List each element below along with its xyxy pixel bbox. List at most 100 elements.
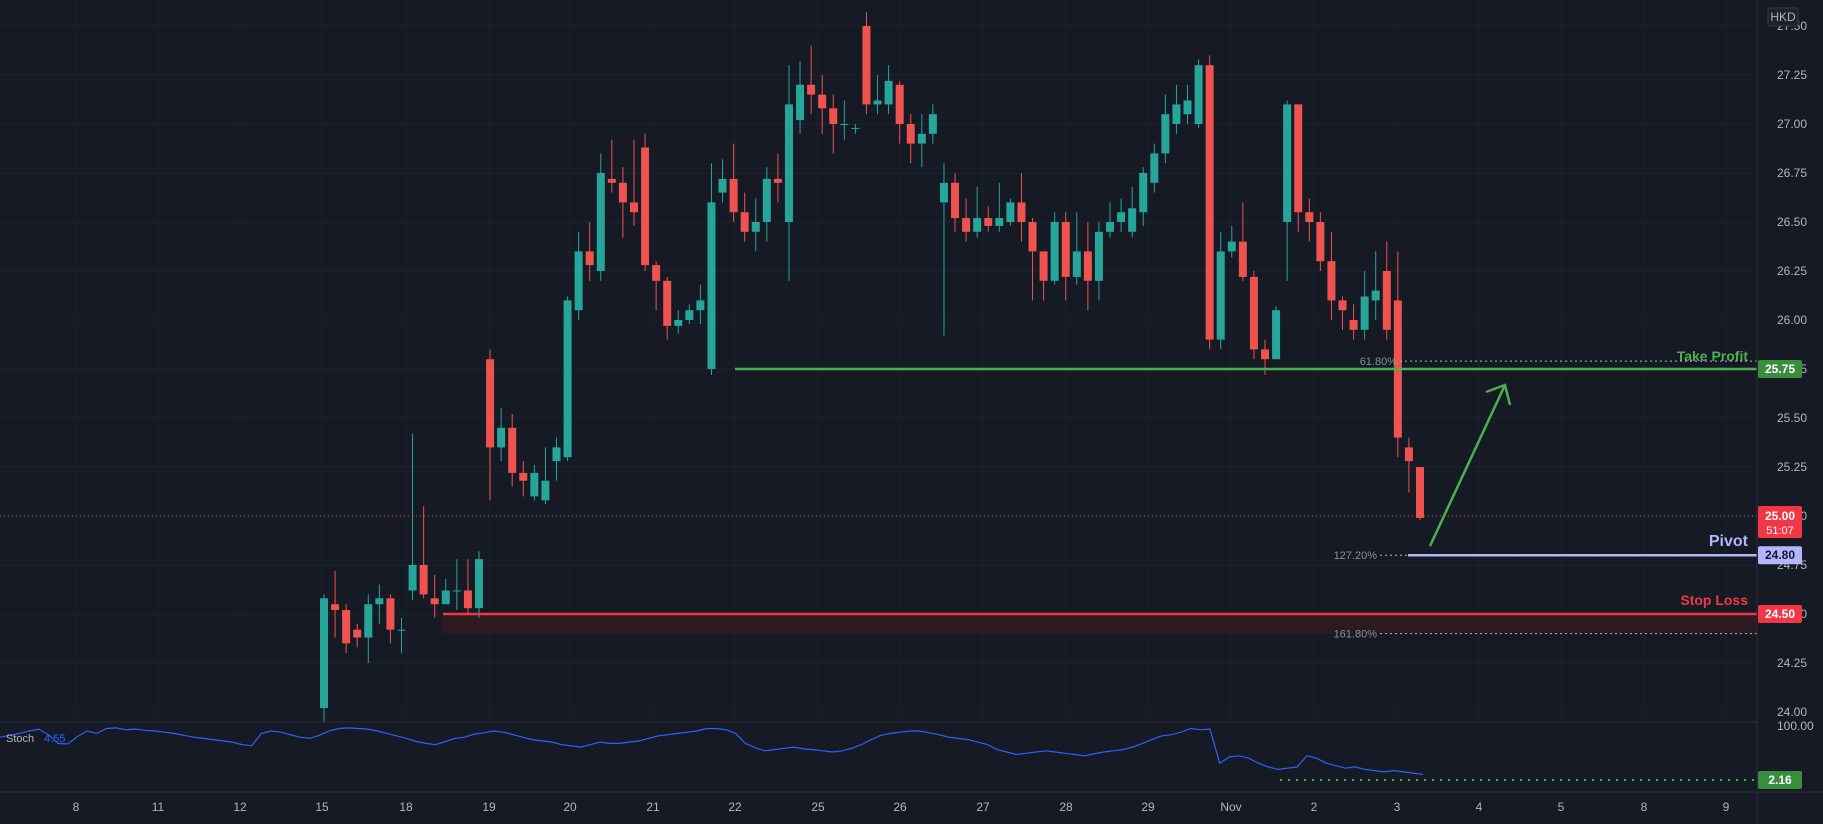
- candle[interactable]: [1172, 84, 1181, 134]
- candle[interactable]: [1194, 59, 1203, 128]
- candle[interactable]: [1305, 198, 1314, 242]
- candle[interactable]: [884, 65, 893, 115]
- fib-level[interactable]: 127.20%: [1334, 550, 1757, 562]
- candle[interactable]: [773, 153, 782, 203]
- candle[interactable]: [397, 617, 406, 654]
- candle[interactable]: [519, 461, 528, 497]
- candle[interactable]: [729, 143, 738, 222]
- candle[interactable]: [375, 584, 384, 624]
- candle[interactable]: [1028, 218, 1037, 301]
- candle[interactable]: [585, 222, 594, 281]
- fib-level[interactable]: 161.80%: [1334, 629, 1757, 641]
- candle[interactable]: [486, 349, 495, 501]
- candle[interactable]: [607, 139, 616, 193]
- candle[interactable]: [951, 173, 960, 232]
- candle[interactable]: [1072, 212, 1081, 285]
- candle[interactable]: [1128, 186, 1137, 238]
- candle[interactable]: [574, 231, 583, 320]
- candle[interactable]: [364, 594, 373, 663]
- candle[interactable]: [1161, 94, 1170, 164]
- candle[interactable]: [1283, 100, 1292, 281]
- candle[interactable]: [818, 75, 827, 134]
- candle[interactable]: [984, 206, 993, 232]
- candle[interactable]: [1050, 212, 1059, 285]
- candle[interactable]: [1061, 212, 1070, 301]
- candle[interactable]: [1183, 84, 1192, 124]
- fib-level[interactable]: 61.80%: [1360, 356, 1757, 368]
- candle[interactable]: [740, 192, 749, 242]
- candle[interactable]: [596, 153, 605, 281]
- candle[interactable]: [1150, 143, 1159, 193]
- candle[interactable]: [386, 594, 395, 644]
- candle[interactable]: [1205, 55, 1214, 350]
- candle[interactable]: [441, 578, 450, 605]
- candle[interactable]: [1238, 202, 1247, 281]
- candle[interactable]: [1106, 202, 1115, 238]
- fib-levels[interactable]: 61.80% 127.20% 161.80%: [1334, 356, 1757, 641]
- candle[interactable]: [474, 551, 483, 618]
- candle[interactable]: [508, 414, 517, 487]
- candle[interactable]: [1338, 296, 1347, 330]
- candle[interactable]: [1416, 467, 1424, 520]
- candle[interactable]: [796, 61, 805, 134]
- candle[interactable]: [320, 594, 328, 722]
- candle[interactable]: [331, 570, 340, 638]
- candle[interactable]: [342, 604, 351, 654]
- candle[interactable]: [829, 94, 838, 154]
- candle[interactable]: [784, 65, 793, 281]
- candle[interactable]: [962, 198, 971, 242]
- candle[interactable]: [707, 163, 716, 375]
- candle[interactable]: [674, 310, 683, 334]
- candle[interactable]: [353, 623, 362, 648]
- candle[interactable]: [1083, 222, 1092, 311]
- candle[interactable]: [1006, 198, 1015, 226]
- candle[interactable]: [1039, 251, 1048, 301]
- candle[interactable]: [1272, 306, 1281, 360]
- candle[interactable]: [618, 167, 627, 238]
- candle[interactable]: [1382, 241, 1391, 340]
- candle[interactable]: [1017, 173, 1026, 242]
- candle[interactable]: [1316, 212, 1325, 271]
- candle[interactable]: [873, 75, 882, 115]
- candle[interactable]: [530, 465, 539, 501]
- candle[interactable]: [807, 45, 816, 115]
- candle[interactable]: [497, 408, 506, 462]
- candle[interactable]: [663, 276, 672, 340]
- candle[interactable]: [1360, 271, 1369, 340]
- candle[interactable]: [851, 124, 860, 134]
- candle[interactable]: [1227, 225, 1236, 258]
- candle[interactable]: [1371, 251, 1380, 320]
- candle[interactable]: [541, 447, 550, 505]
- candle[interactable]: [895, 80, 904, 144]
- candle[interactable]: [751, 198, 760, 252]
- candle[interactable]: [1327, 231, 1336, 320]
- candle[interactable]: [685, 304, 694, 324]
- candle[interactable]: [452, 559, 461, 611]
- candle[interactable]: [1117, 198, 1126, 232]
- price-levels[interactable]: Take Profit Pivot Stop Loss: [0, 348, 1757, 616]
- candle[interactable]: [408, 433, 417, 601]
- candle[interactable]: [906, 114, 915, 164]
- candle[interactable]: [1139, 167, 1148, 226]
- stochastic-pane[interactable]: Stoch 4.55: [0, 727, 1757, 781]
- candle[interactable]: [939, 163, 948, 336]
- candle[interactable]: [1094, 222, 1103, 301]
- candlestick-series[interactable]: [320, 12, 1424, 722]
- candle[interactable]: [430, 574, 439, 618]
- price-axis[interactable]: 24.0024.2524.5024.7525.0025.2525.5025.75…: [1758, 19, 1814, 789]
- candle[interactable]: [1404, 437, 1413, 493]
- candle[interactable]: [928, 104, 937, 144]
- stoch-line[interactable]: [0, 727, 1424, 775]
- candle[interactable]: [840, 100, 849, 140]
- candle[interactable]: [552, 437, 561, 481]
- candle[interactable]: [917, 114, 926, 168]
- candle[interactable]: [629, 139, 638, 226]
- candle[interactable]: [463, 559, 472, 614]
- candle[interactable]: [973, 186, 982, 238]
- candle[interactable]: [641, 133, 650, 271]
- candle[interactable]: [652, 261, 661, 311]
- candle[interactable]: [862, 12, 871, 115]
- candle[interactable]: [718, 159, 727, 203]
- candle[interactable]: [419, 506, 428, 599]
